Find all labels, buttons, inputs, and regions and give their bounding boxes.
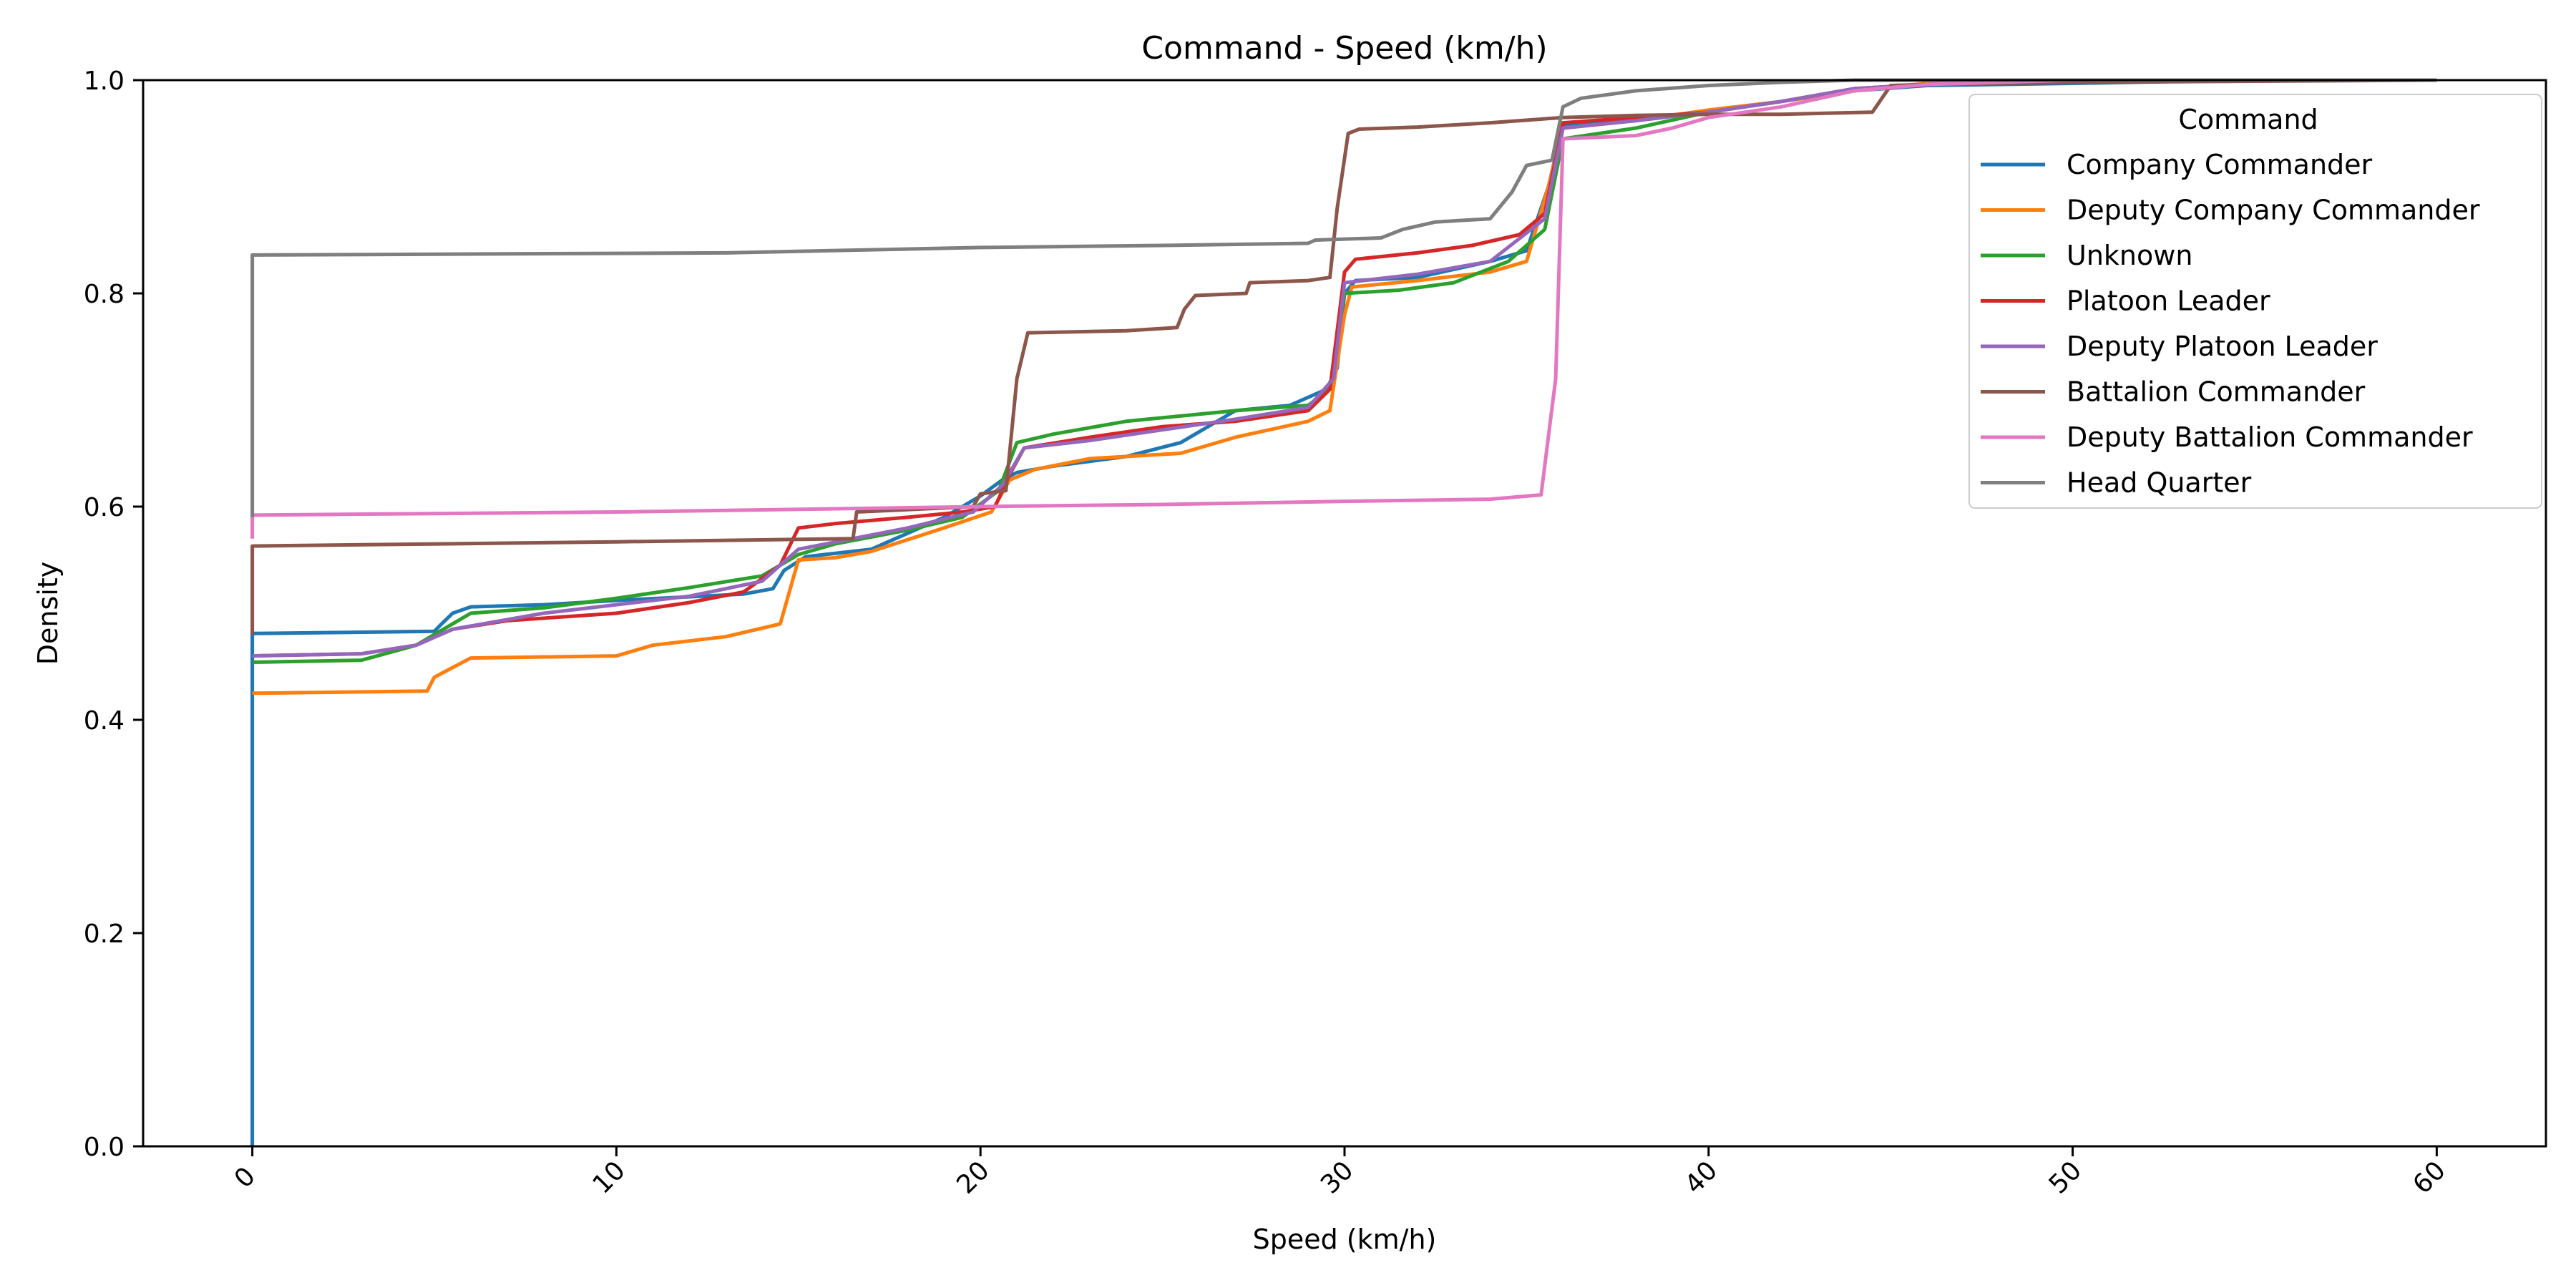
legend-label-4: Deputy Platoon Leader: [2067, 331, 2378, 362]
y-tick-label: 0.6: [84, 493, 125, 522]
legend-label-1: Deputy Company Commander: [2067, 195, 2480, 226]
y-tick-label: 0.2: [84, 919, 125, 949]
legend-label-5: Battalion Commander: [2067, 376, 2366, 408]
chart-title: Command - Speed (km/h): [1141, 30, 1547, 67]
y-tick-label: 1.0: [84, 67, 125, 96]
legend-items: Company Commander Deputy Company Commande…: [1981, 149, 2480, 499]
legend-label-0: Company Commander: [2067, 149, 2373, 180]
legend-box: [1968, 94, 2542, 509]
series-line-4: [252, 78, 2437, 658]
legend-label-2: Unknown: [2067, 240, 2192, 271]
y-axis-label: Density: [32, 562, 64, 665]
y-tick-label: 0.4: [84, 706, 125, 736]
y-tick-label: 0.0: [84, 1133, 125, 1162]
legend-label-6: Deputy Battalion Commander: [2067, 421, 2473, 453]
series-line-7: [250, 78, 2437, 517]
x-axis-label: Speed (km/h): [1253, 1224, 1437, 1255]
y-tick-label: 0.8: [84, 280, 125, 309]
series-group: [250, 78, 2437, 1146]
legend-label-7: Head Quarter: [2067, 467, 2252, 499]
series-line-5: [250, 78, 2437, 635]
legend: Command Company Commander Deputy Company …: [1968, 94, 2542, 509]
series-line-6: [250, 78, 2437, 539]
legend-title: Command: [2178, 104, 2318, 135]
y-axis-ticks: 0.0 0.2 0.4 0.6 0.8 1.0: [84, 67, 143, 1162]
legend-label-3: Platoon Leader: [2067, 286, 2270, 317]
